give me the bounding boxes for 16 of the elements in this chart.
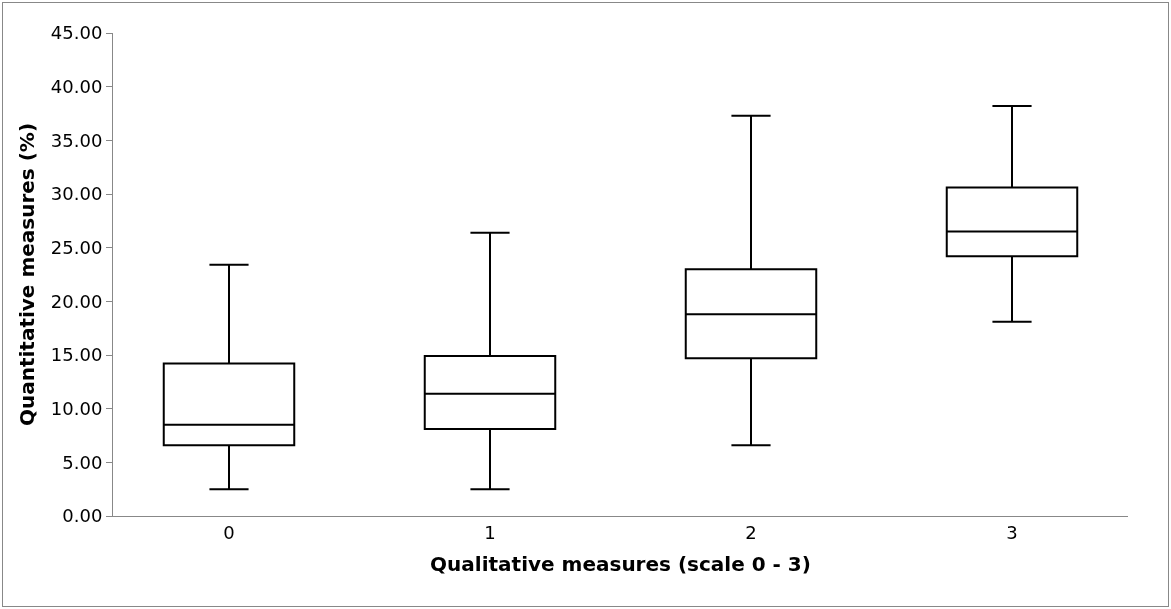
y-tick-label: 0.00 bbox=[62, 505, 103, 527]
y-tick-label: 40.00 bbox=[50, 75, 103, 97]
y-tick-label: 10.00 bbox=[50, 397, 103, 419]
y-tick-label: 20.00 bbox=[50, 290, 103, 312]
y-tick-label: 5.00 bbox=[62, 451, 103, 473]
y-tick-label: 35.00 bbox=[50, 129, 103, 151]
x-tick-label: 0 bbox=[223, 521, 235, 543]
y-tick-label: 15.00 bbox=[50, 344, 103, 366]
x-tick-label: 3 bbox=[1006, 521, 1018, 543]
y-axis-title: Quantitative measures (%) bbox=[15, 122, 40, 427]
y-tick-label: 25.00 bbox=[50, 236, 103, 258]
x-axis-title: Qualitative measures (scale 0 - 3) bbox=[430, 552, 811, 577]
x-tick-label: 1 bbox=[484, 521, 496, 543]
x-tick-label: 2 bbox=[745, 521, 757, 543]
y-tick-label: 45.00 bbox=[50, 22, 103, 44]
y-tick-label: 30.00 bbox=[50, 183, 103, 205]
